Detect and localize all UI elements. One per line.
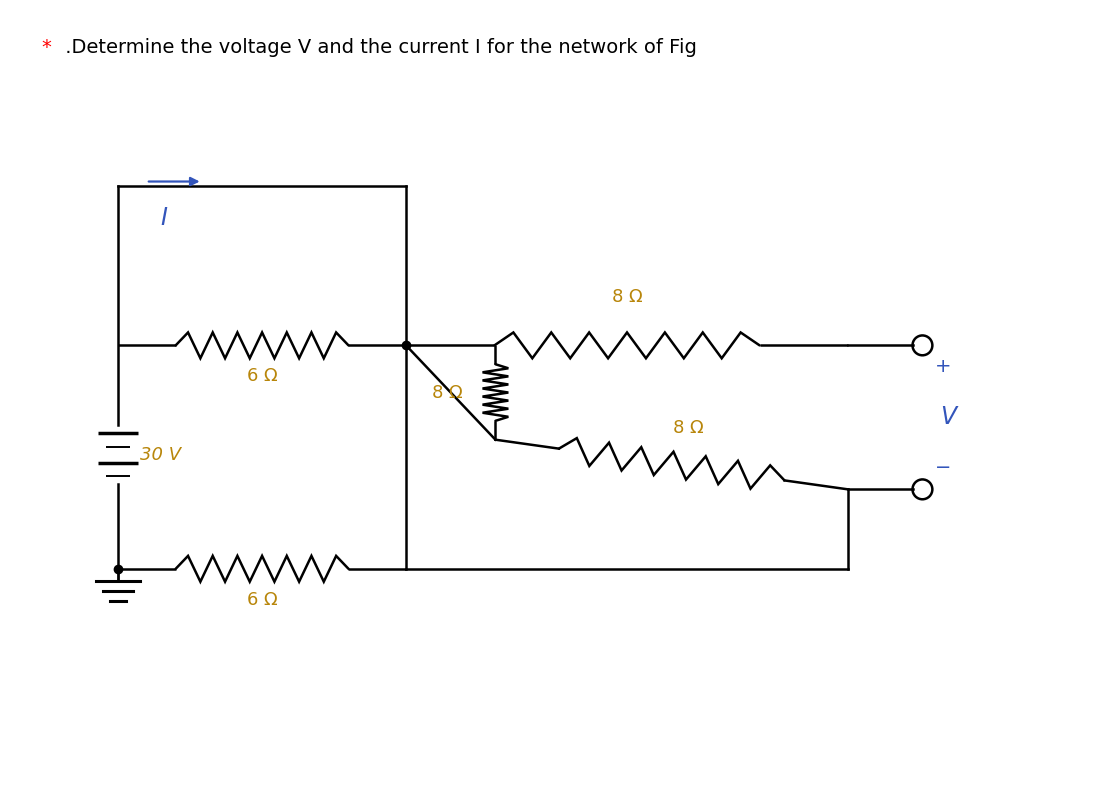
Text: 6 $\Omega$: 6 $\Omega$ [246,591,278,609]
Text: −: − [935,459,952,478]
Text: *: * [41,37,51,56]
Text: 8 $\Omega$: 8 $\Omega$ [610,288,643,305]
Text: $V$: $V$ [941,405,960,429]
Text: .Determine the voltage V and the current I for the network of Fig: .Determine the voltage V and the current… [58,37,696,56]
Text: 30 V: 30 V [140,446,181,463]
Text: 6 $\Omega$: 6 $\Omega$ [246,367,278,386]
Text: $I$: $I$ [160,207,169,231]
Text: 8 $\Omega$: 8 $\Omega$ [432,383,463,401]
Text: +: + [935,357,952,376]
Text: 8 $\Omega$: 8 $\Omega$ [672,419,704,436]
